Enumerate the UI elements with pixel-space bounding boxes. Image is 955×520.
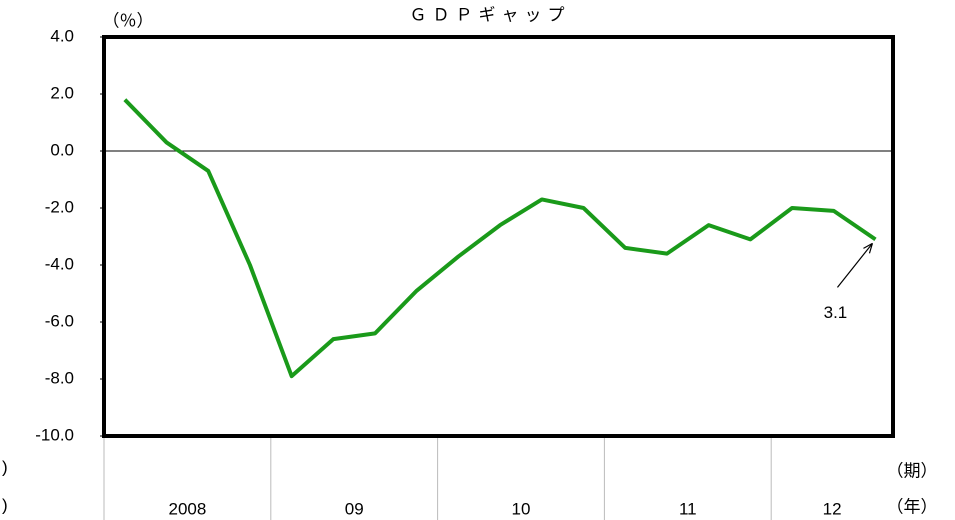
data-line bbox=[123, 98, 877, 379]
x-group-label: 12 bbox=[823, 499, 842, 518]
chart-title: ＧＤＰギャップ bbox=[410, 5, 571, 24]
y-tick-label: -2.0 bbox=[45, 197, 74, 216]
y-tick-label: 2.0 bbox=[50, 83, 74, 102]
x-group-label: 10 bbox=[512, 499, 531, 518]
annotation-arrowhead bbox=[863, 242, 874, 254]
x-period-label: （期） bbox=[887, 461, 938, 480]
plot-frame bbox=[102, 35, 895, 438]
y-tick-label: -4.0 bbox=[45, 254, 74, 273]
x-group-label: 09 bbox=[345, 499, 364, 518]
annotation-arrow bbox=[836, 242, 873, 288]
y-tick-label: 4.0 bbox=[50, 26, 74, 45]
y-tick-label: -10.0 bbox=[35, 425, 74, 444]
cropped-text: ) bbox=[2, 457, 8, 476]
y-tick-label: -8.0 bbox=[45, 368, 74, 387]
x-group-label: 11 bbox=[679, 499, 697, 518]
x-group-label: 2008 bbox=[168, 499, 206, 518]
y-tick-label: 0.0 bbox=[50, 140, 74, 159]
y-unit-label: （％） bbox=[103, 11, 154, 30]
cropped-text: ) bbox=[2, 495, 8, 514]
annotation-label: 3.1 bbox=[824, 303, 848, 322]
y-tick-label: -6.0 bbox=[45, 311, 74, 330]
x-year-label: （年） bbox=[887, 497, 938, 516]
